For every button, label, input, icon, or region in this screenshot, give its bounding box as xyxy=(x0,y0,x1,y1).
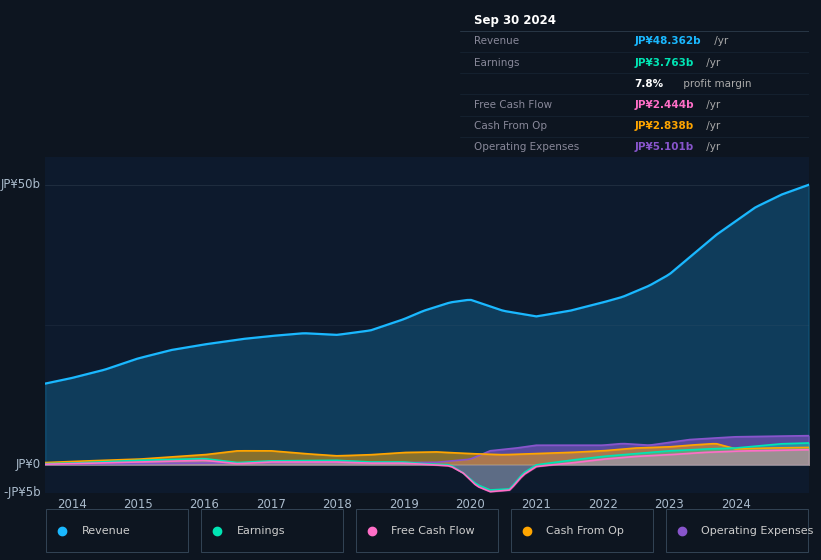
Text: JP¥2.444b: JP¥2.444b xyxy=(635,100,694,110)
Text: Operating Expenses: Operating Expenses xyxy=(701,526,814,535)
Text: JP¥5.101b: JP¥5.101b xyxy=(635,142,694,152)
Text: Cash From Op: Cash From Op xyxy=(474,121,547,131)
FancyBboxPatch shape xyxy=(356,510,498,552)
Text: Earnings: Earnings xyxy=(236,526,285,535)
FancyBboxPatch shape xyxy=(511,510,653,552)
Text: Free Cash Flow: Free Cash Flow xyxy=(474,100,552,110)
Text: Revenue: Revenue xyxy=(81,526,131,535)
Text: Cash From Op: Cash From Op xyxy=(547,526,624,535)
Text: 7.8%: 7.8% xyxy=(635,79,663,88)
FancyBboxPatch shape xyxy=(201,510,343,552)
FancyBboxPatch shape xyxy=(46,510,188,552)
Text: profit margin: profit margin xyxy=(680,79,751,88)
Text: /yr: /yr xyxy=(704,121,721,131)
Text: /yr: /yr xyxy=(704,58,721,68)
Text: Revenue: Revenue xyxy=(474,36,519,46)
FancyBboxPatch shape xyxy=(666,510,808,552)
Text: Free Cash Flow: Free Cash Flow xyxy=(392,526,475,535)
Text: /yr: /yr xyxy=(711,36,728,46)
Text: JP¥0: JP¥0 xyxy=(16,458,41,472)
Text: Operating Expenses: Operating Expenses xyxy=(474,142,579,152)
Text: /yr: /yr xyxy=(704,142,721,152)
Text: /yr: /yr xyxy=(704,100,721,110)
Text: -JP¥5b: -JP¥5b xyxy=(3,486,41,500)
Text: JP¥50b: JP¥50b xyxy=(1,178,41,192)
Text: JP¥48.362b: JP¥48.362b xyxy=(635,36,701,46)
Text: Sep 30 2024: Sep 30 2024 xyxy=(474,13,556,27)
Text: JP¥3.763b: JP¥3.763b xyxy=(635,58,694,68)
Text: JP¥2.838b: JP¥2.838b xyxy=(635,121,694,131)
Text: Earnings: Earnings xyxy=(474,58,519,68)
